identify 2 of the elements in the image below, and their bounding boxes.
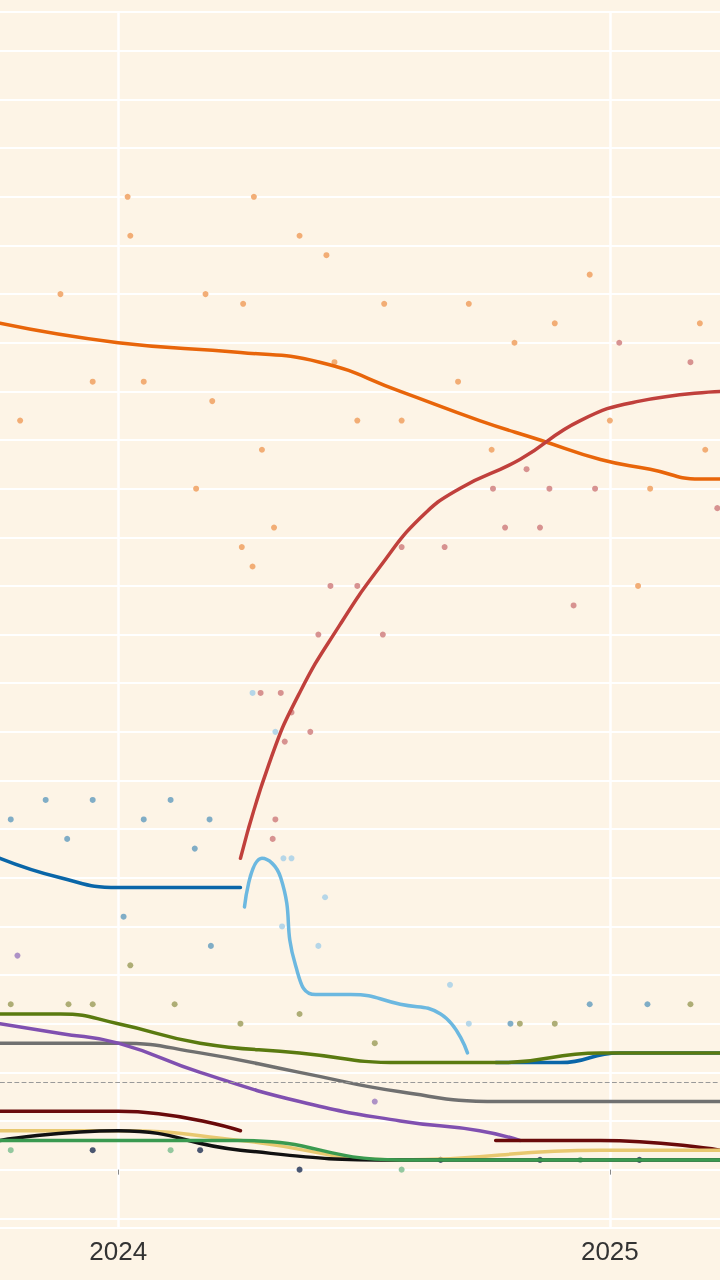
x-tick-label: 2025 (580, 1236, 639, 1266)
x-tick-label: 2024 (89, 1236, 148, 1266)
